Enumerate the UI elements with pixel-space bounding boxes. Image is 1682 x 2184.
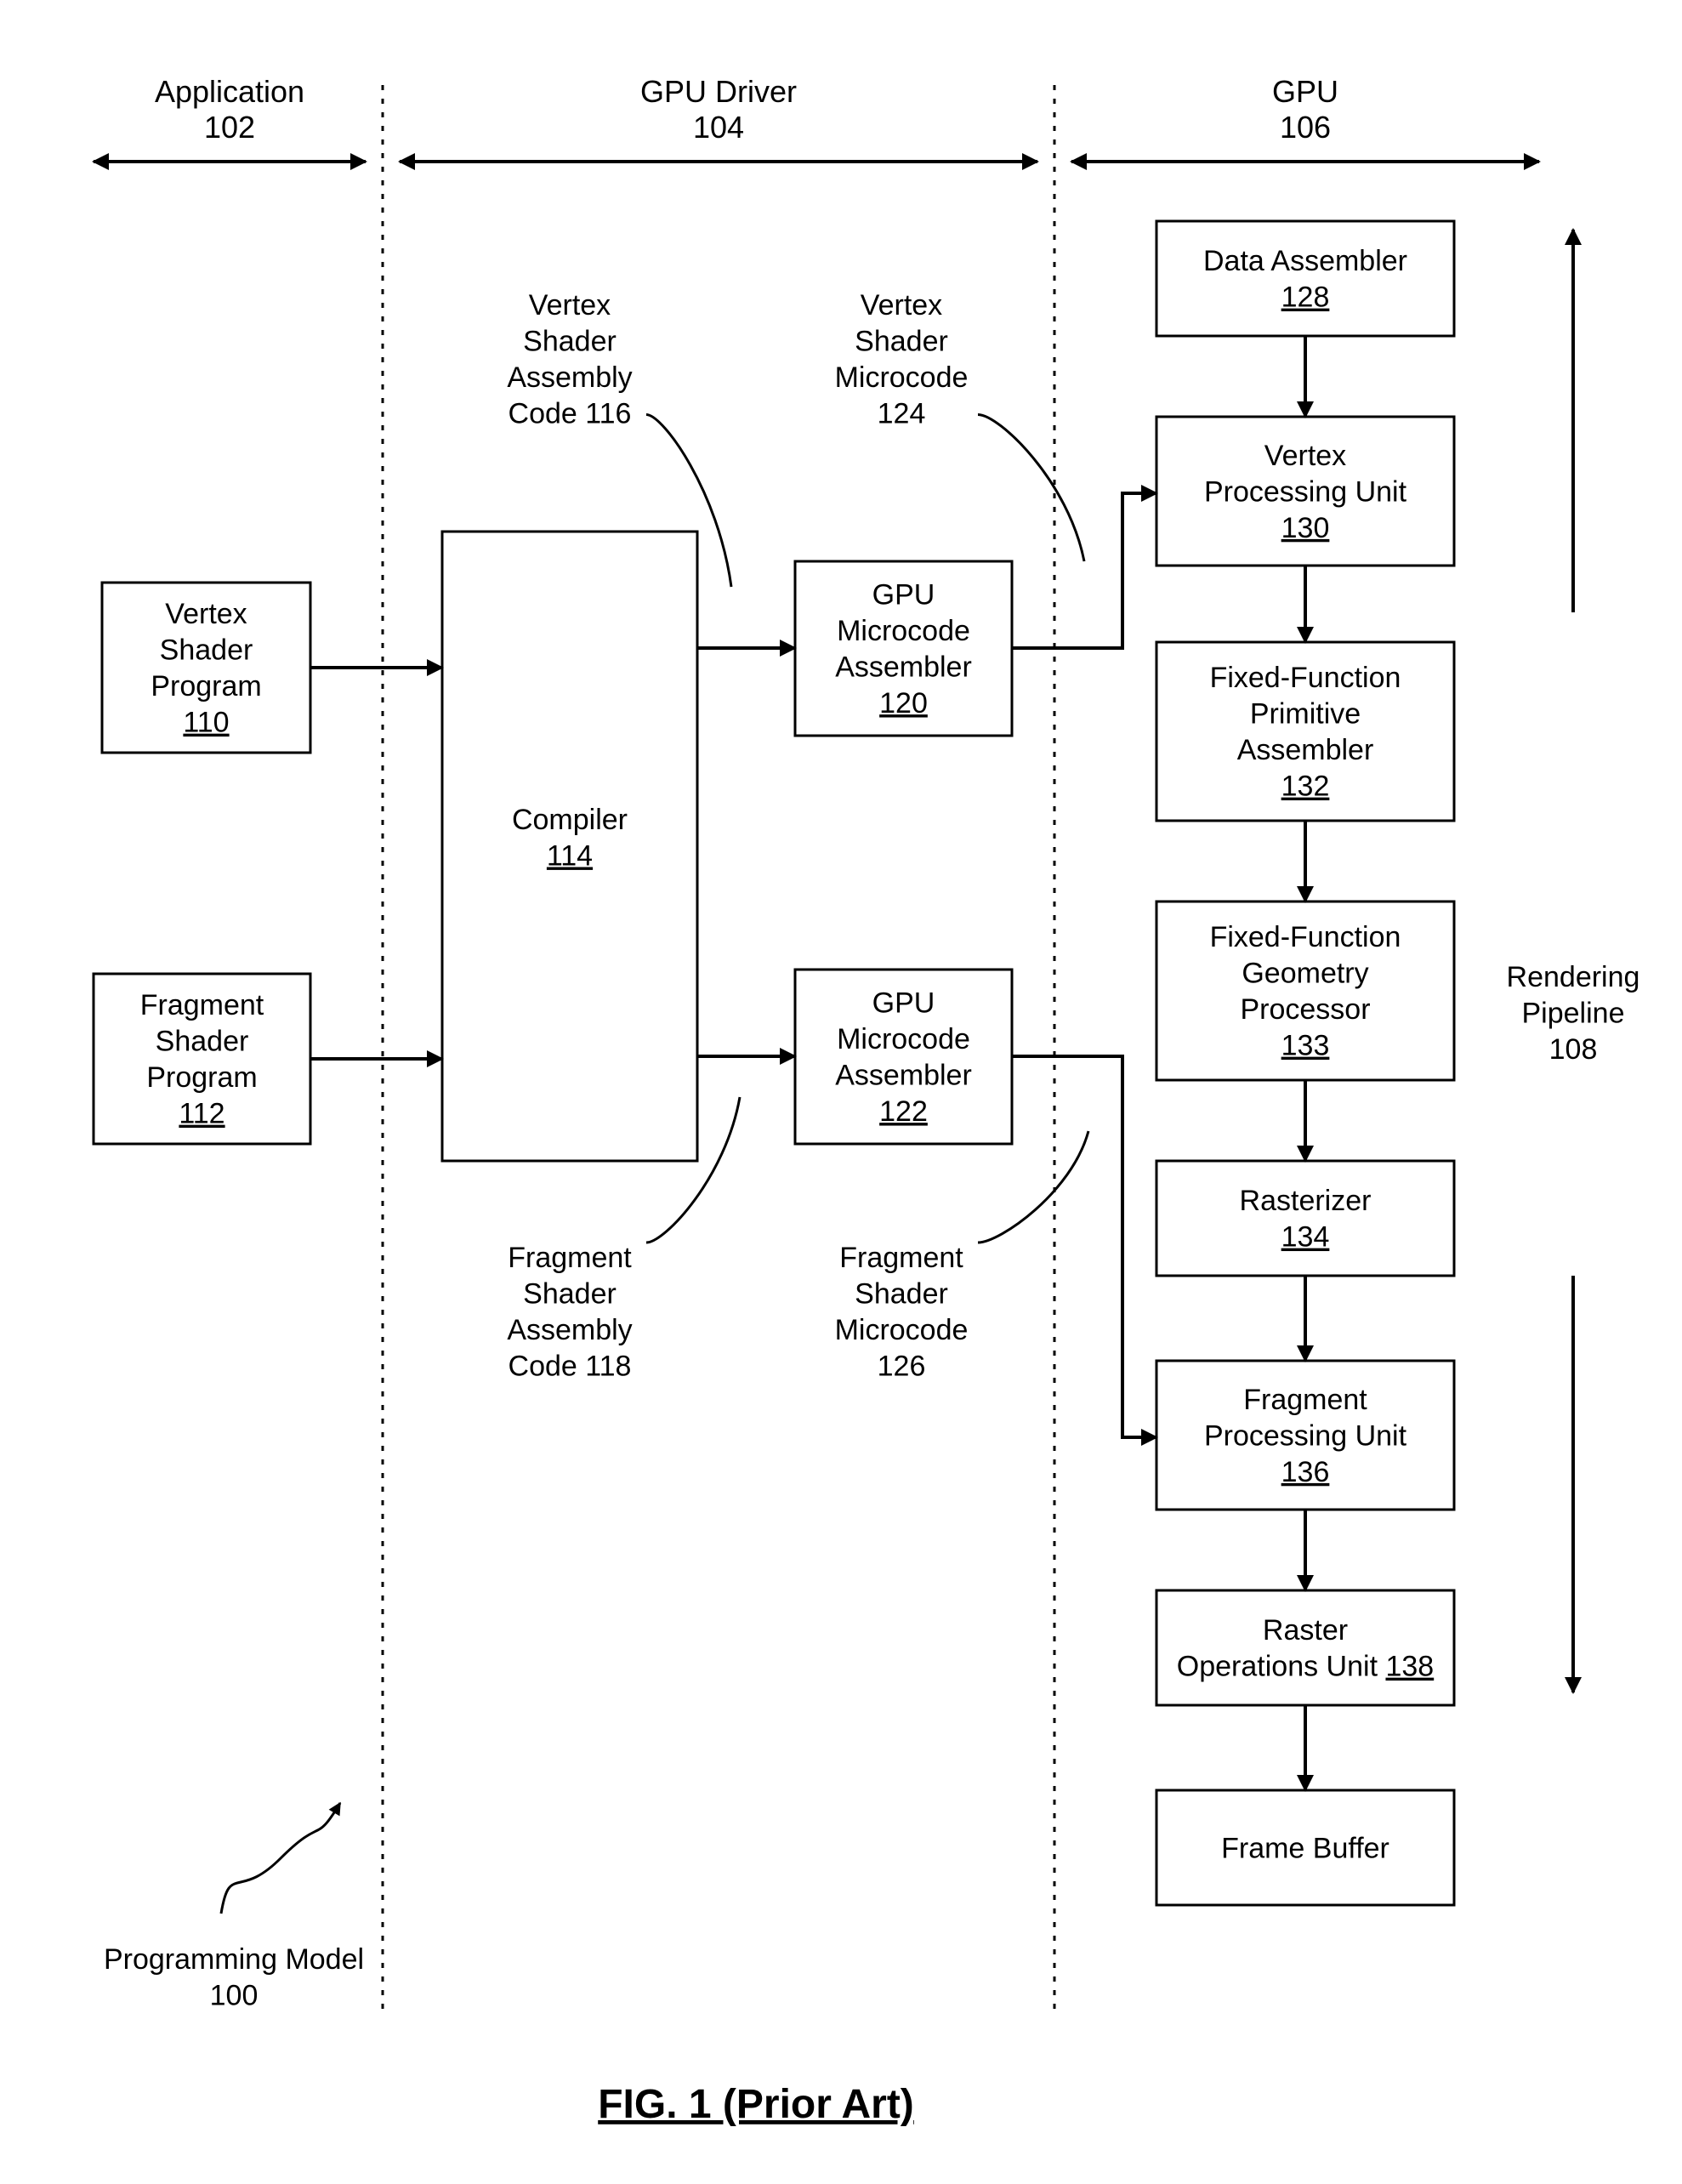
rasterizer: Rasterizer 134 — [1156, 1161, 1454, 1276]
hdr-app: Application102 — [94, 74, 366, 162]
svg-text:Pipeline: Pipeline — [1522, 998, 1625, 1030]
svg-text:Shader: Shader — [156, 1026, 249, 1058]
gpu-microcode-assembler-2-ref: 122 — [879, 1095, 928, 1128]
svg-text:Processing Unit: Processing Unit — [1204, 1419, 1407, 1452]
raster-operations-unit: Raster Operations Unit 138 — [1156, 1590, 1454, 1705]
svg-text:Assembler: Assembler — [835, 651, 972, 684]
fixed-function-geometry-processor: Fixed-Function GeometryProcessor 133 — [1156, 901, 1454, 1080]
fixed-function-primitive-assembler-ref: 132 — [1281, 771, 1330, 803]
svg-text:Vertex: Vertex — [529, 289, 611, 321]
svg-text:100: 100 — [210, 1980, 259, 2012]
svg-text:Code 116: Code 116 — [509, 398, 632, 430]
svg-text:Processor: Processor — [1240, 993, 1370, 1026]
svg-text:Fragment: Fragment — [1243, 1384, 1367, 1416]
svg-text:FIG. 1 (Prior Art): FIG. 1 (Prior Art) — [598, 2082, 914, 2127]
svg-text:Fragment: Fragment — [508, 1242, 632, 1274]
svg-text:104: 104 — [693, 110, 744, 145]
svg-text:Programming Model: Programming Model — [104, 1943, 364, 1976]
svg-text:Shader: Shader — [855, 1278, 948, 1311]
frame-buffer: Frame Buffer — [1156, 1790, 1454, 1905]
svg-text:Rasterizer: Rasterizer — [1240, 1185, 1372, 1217]
svg-text:126: 126 — [878, 1351, 926, 1383]
svg-text:Primitive: Primitive — [1250, 698, 1361, 731]
data-assembler: Data Assembler 128 — [1156, 221, 1454, 336]
svg-text:Raster: Raster — [1263, 1614, 1348, 1647]
programming-model: Programming Model 100 — [104, 1803, 364, 2012]
svg-text:Program: Program — [146, 1061, 257, 1094]
svg-text:124: 124 — [878, 398, 926, 430]
gpu-microcode-assembler-1-ref: 120 — [879, 687, 928, 719]
svg-text:Vertex: Vertex — [1264, 440, 1346, 472]
svg-text:Shader: Shader — [523, 326, 617, 358]
svg-text:108: 108 — [1549, 1033, 1598, 1066]
svg-text:102: 102 — [204, 110, 255, 145]
svg-text:Program: Program — [151, 670, 261, 702]
svg-text:Assembly: Assembly — [507, 361, 632, 394]
vertex-shader-program: Vertex ShaderProgram 110 — [102, 583, 310, 753]
compiler-ref: 114 — [547, 840, 593, 873]
lbl-vertex-microcode: Vertex ShaderMicrocode 124 — [835, 289, 1084, 561]
svg-text:GPU: GPU — [872, 579, 935, 611]
svg-text:Vertex: Vertex — [165, 598, 247, 630]
gpu-microcode-assembler-1: GPU Microcode Assembler120 — [795, 561, 1012, 736]
svg-text:Assembler: Assembler — [835, 1060, 972, 1092]
compiler: Compiler 114 — [442, 532, 697, 1161]
svg-text:Fragment: Fragment — [839, 1242, 963, 1274]
svg-text:GPU: GPU — [1272, 74, 1338, 109]
fixed-function-primitive-assembler: Fixed-Function PrimitiveAssembler 132 — [1156, 642, 1454, 821]
svg-text:Code 118: Code 118 — [509, 1351, 632, 1383]
fragment-shader-program: Fragment ShaderProgram 112 — [94, 974, 310, 1144]
hdr-gpu: GPU106 — [1071, 74, 1539, 162]
e-asm1-vpu — [1012, 493, 1156, 648]
svg-text:Operations Unit 138: Operations Unit 138 — [1177, 1651, 1434, 1683]
svg-text:Fragment: Fragment — [140, 989, 264, 1021]
svg-text:Assembler: Assembler — [1237, 734, 1374, 766]
svg-text:Fixed-Function: Fixed-Function — [1210, 921, 1401, 953]
rendering-pipeline: Rendering Pipeline108 — [1507, 230, 1640, 1692]
fragment-shader-program-ref: 112 — [179, 1098, 224, 1130]
gpu-microcode-assembler-2: GPUMicrocode Assembler122 — [795, 970, 1012, 1144]
svg-text:Geometry: Geometry — [1242, 958, 1368, 990]
svg-text:Processing Unit: Processing Unit — [1204, 475, 1407, 508]
svg-text:Shader: Shader — [523, 1278, 617, 1311]
hdr-driver: GPU Driver104 — [400, 74, 1037, 162]
vertex-shader-program-ref: 110 — [183, 707, 229, 739]
vertex-processing-unit: VertexProcessing Unit 130 — [1156, 417, 1454, 566]
svg-text:Microcode: Microcode — [837, 615, 970, 647]
svg-text:Fixed-Function: Fixed-Function — [1210, 662, 1401, 694]
svg-text:GPU Driver: GPU Driver — [640, 74, 797, 109]
svg-text:Rendering: Rendering — [1507, 961, 1640, 993]
svg-text:Shader: Shader — [160, 634, 253, 667]
svg-text:Microcode: Microcode — [837, 1023, 970, 1055]
vertex-processing-unit-ref: 130 — [1281, 512, 1330, 544]
e-asm2-fpu — [1012, 1056, 1156, 1437]
svg-text:Frame Buffer: Frame Buffer — [1221, 1832, 1389, 1864]
fragment-processing-unit-ref: 136 — [1281, 1456, 1330, 1488]
svg-text:Vertex: Vertex — [861, 289, 942, 321]
svg-text:Microcode: Microcode — [835, 361, 969, 394]
data-assembler-ref: 128 — [1281, 282, 1330, 314]
svg-text:Compiler: Compiler — [512, 804, 628, 836]
svg-text:Assembly: Assembly — [507, 1314, 632, 1346]
svg-text:Data Assembler: Data Assembler — [1203, 245, 1407, 277]
fixed-function-geometry-processor-ref: 133 — [1281, 1030, 1330, 1062]
lbl-fragment-microcode: Fragment ShaderMicrocode 126 — [835, 1131, 1088, 1383]
svg-text:Application: Application — [155, 74, 304, 109]
svg-text:GPU: GPU — [872, 987, 935, 1020]
rasterizer-ref: 134 — [1281, 1221, 1330, 1254]
svg-text:Shader: Shader — [855, 326, 948, 358]
svg-text:106: 106 — [1280, 110, 1331, 145]
svg-text:Microcode: Microcode — [835, 1314, 969, 1346]
fragment-processing-unit: FragmentProcessing Unit 136 — [1156, 1361, 1454, 1510]
